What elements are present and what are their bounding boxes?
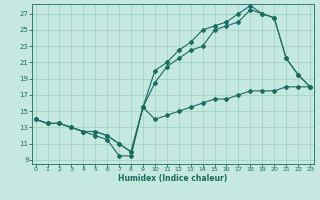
X-axis label: Humidex (Indice chaleur): Humidex (Indice chaleur) <box>118 174 228 183</box>
